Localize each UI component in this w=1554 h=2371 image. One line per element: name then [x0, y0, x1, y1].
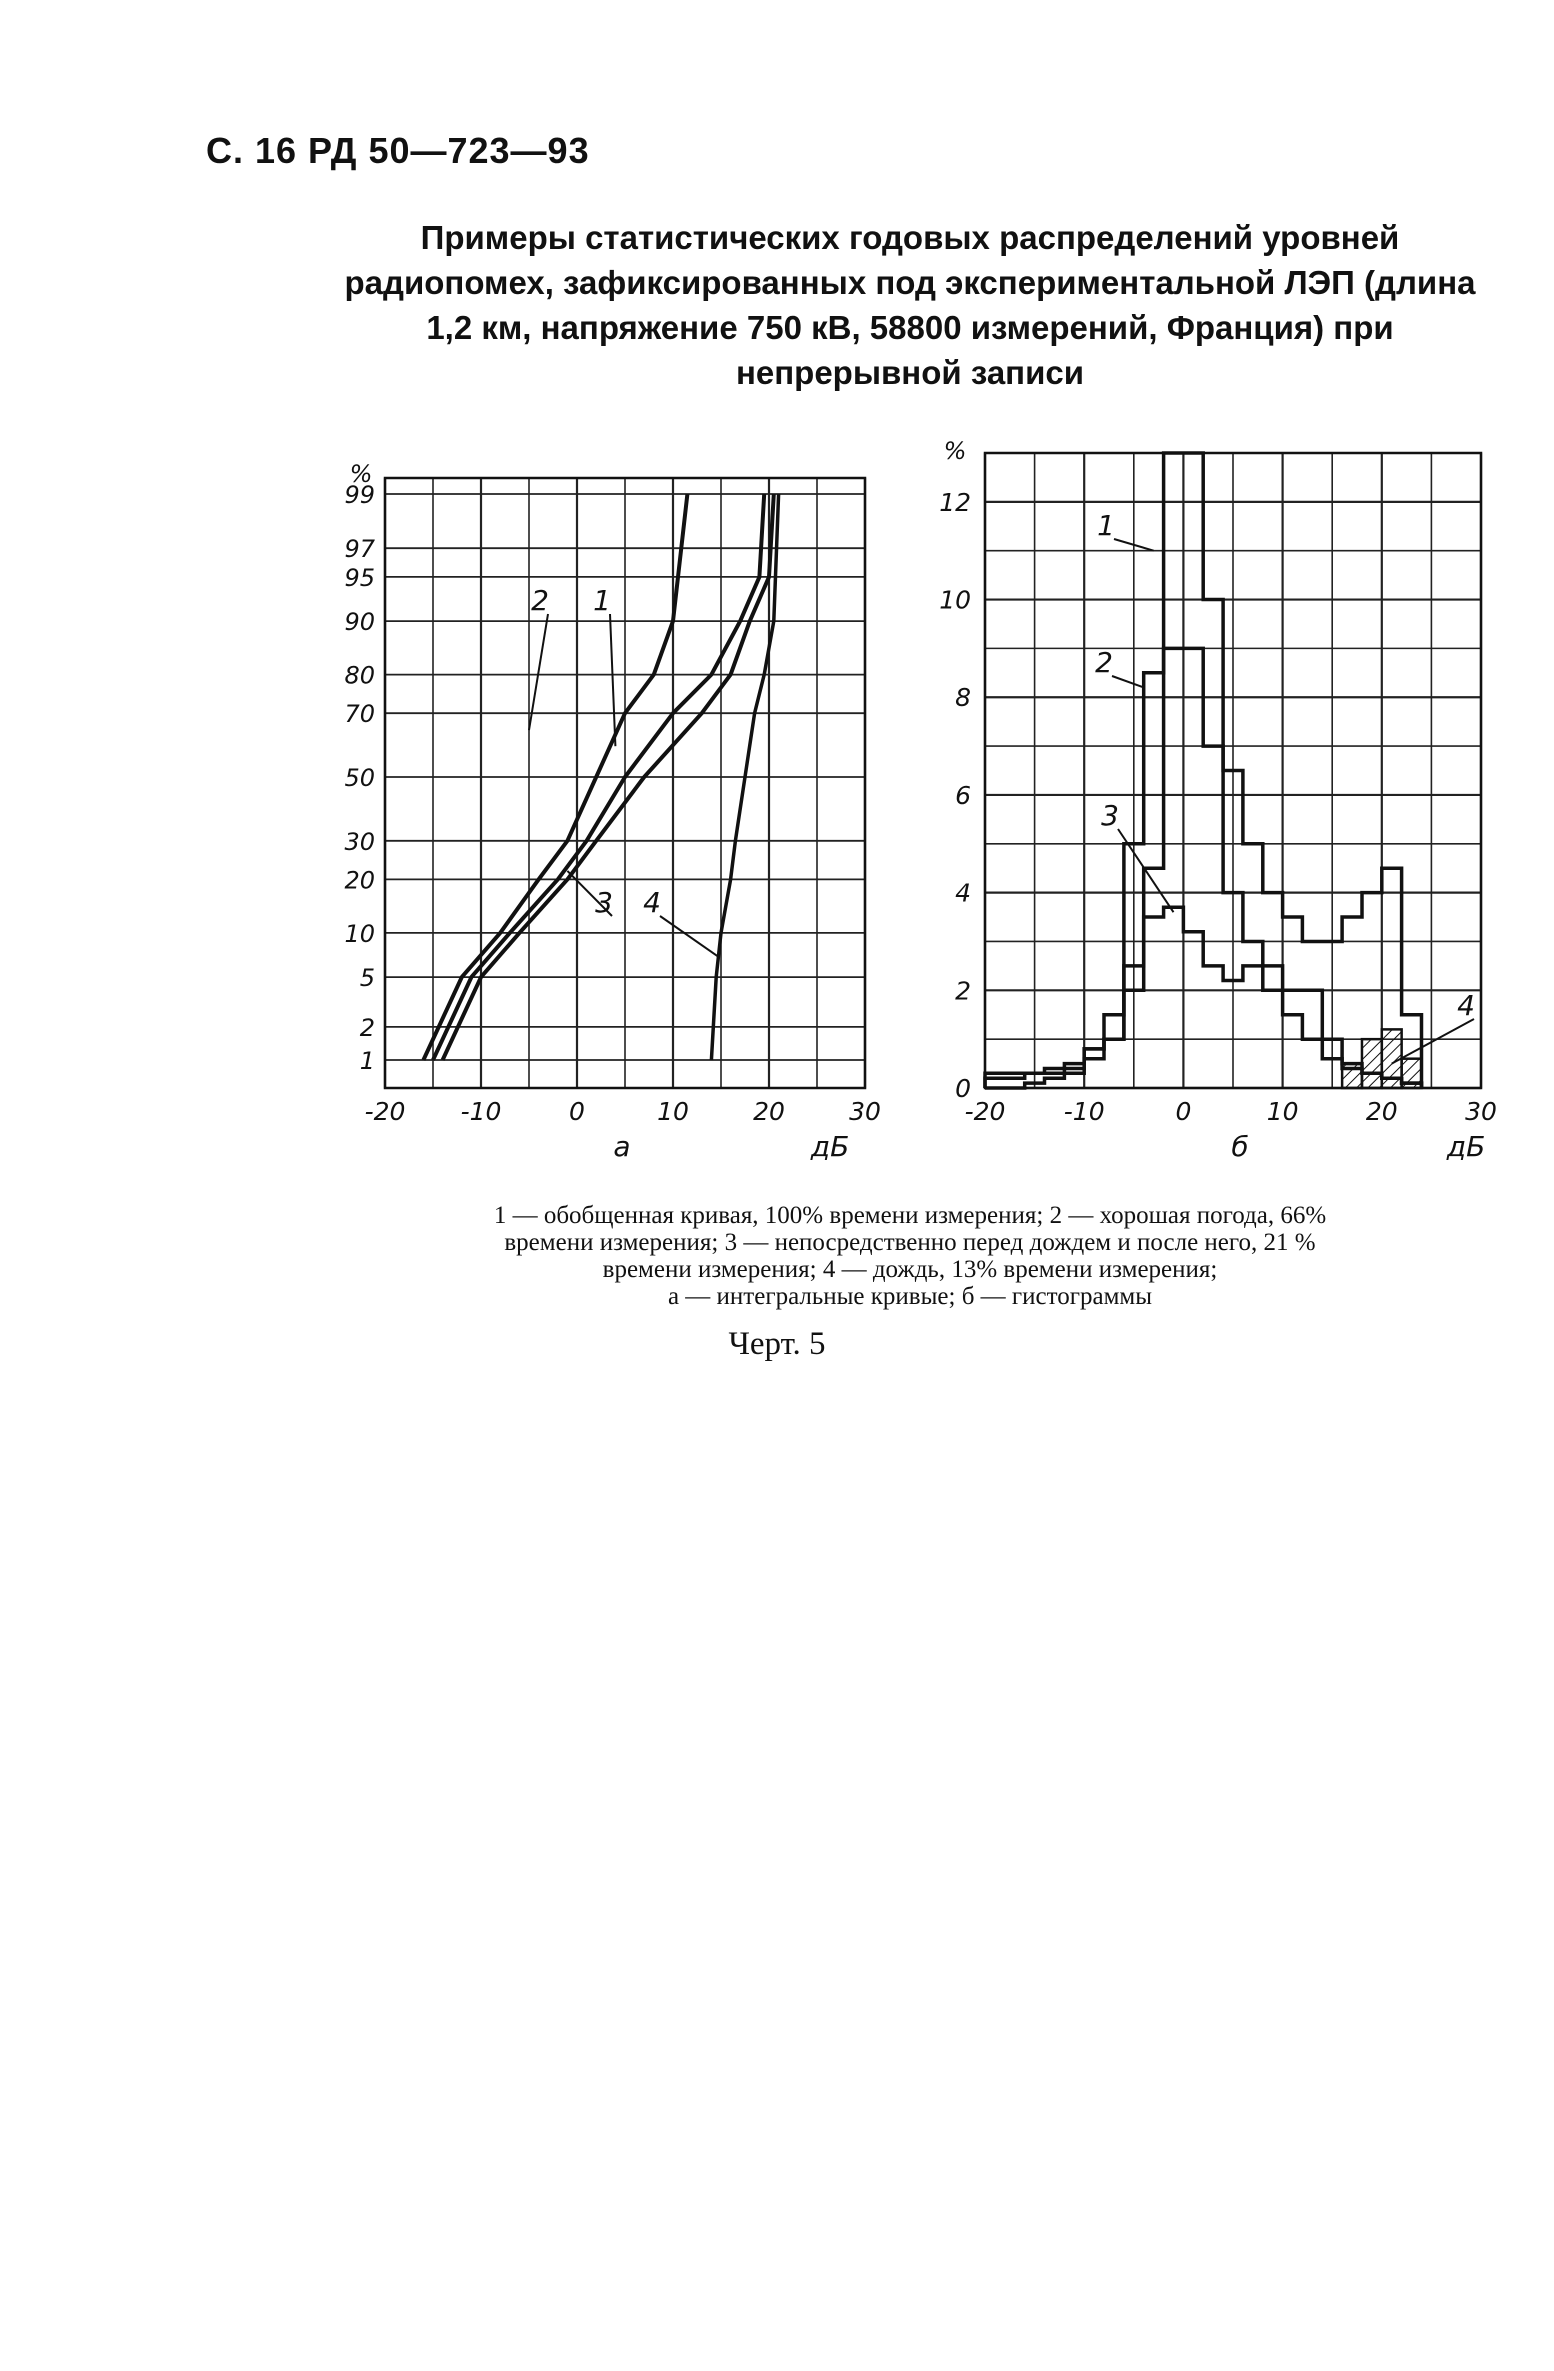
curve-label: 2: [531, 584, 549, 617]
figure-caption: 1 — обобщенная кривая, 100% времени изме…: [320, 1202, 1500, 1310]
plot-frame: [983, 451, 1483, 1090]
figure-title: Примеры статистических годовых распредел…: [344, 219, 1476, 391]
curve-label: 3: [595, 886, 613, 919]
x-tick-label: 30: [849, 1097, 881, 1126]
y-tick-label: 95: [344, 564, 375, 592]
y-tick-label: 30: [344, 828, 375, 856]
x-tick-label: 0: [569, 1097, 585, 1126]
y-tick-label: 5: [360, 964, 375, 992]
y-tick-label: 10: [344, 920, 375, 948]
histogram-label: 4: [1457, 989, 1475, 1022]
x-axis-unit: дБ: [810, 1130, 850, 1163]
y-tick-label: 70: [344, 700, 375, 728]
caption-line: а — интегральные кривые; б — гистограммы: [667, 1283, 1153, 1310]
curve-label: 4: [643, 886, 661, 919]
label-leader: [1117, 828, 1175, 913]
y-tick-label: 80: [344, 662, 375, 690]
histogram-bar-4: [1340, 1062, 1364, 1090]
x-tick-label: -20: [365, 1097, 406, 1126]
y-tick-label: 50: [344, 764, 375, 792]
caption-line: 1 — обобщенная кривая, 100% времени изме…: [493, 1202, 1327, 1229]
y-tick-label: 90: [344, 608, 375, 636]
label-leader: [1111, 675, 1145, 689]
curve-label: 1: [593, 584, 611, 617]
x-tick-label: -10: [1064, 1097, 1105, 1126]
y-tick-label: 97: [344, 535, 375, 563]
y-axis-unit: %: [944, 437, 967, 465]
x-tick-label: 30: [1465, 1097, 1497, 1126]
x-tick-label: 20: [1366, 1097, 1398, 1126]
histogram-1: [983, 451, 1424, 1088]
curve-3: [440, 493, 776, 1061]
label-leader: [1113, 538, 1154, 552]
plot-frame: [383, 476, 867, 1090]
curve-4: [709, 493, 781, 1061]
curve-2: [421, 493, 690, 1061]
x-tick-label: -10: [461, 1097, 502, 1126]
histogram-3: [985, 905, 1424, 1090]
subplot-label: а: [613, 1130, 630, 1163]
histogram-2: [983, 646, 1424, 1088]
y-tick-label: 6: [955, 781, 971, 810]
label-leader: [566, 870, 613, 917]
y-tick-label: 20: [344, 866, 375, 894]
label-leader: [659, 915, 719, 958]
y-tick-label: 2: [360, 1014, 375, 1042]
histogram-label: 2: [1095, 646, 1113, 679]
histogram-bar-4: [1400, 1057, 1423, 1090]
y-tick-label: 12: [939, 488, 971, 517]
y-tick-label: 8: [955, 683, 971, 712]
histogram-label: 3: [1101, 799, 1119, 832]
y-tick-label: 4: [955, 879, 971, 908]
figure-number: Черт. 5: [728, 1326, 826, 1362]
x-tick-label: -20: [965, 1097, 1006, 1126]
x-tick-label: 0: [1175, 1097, 1191, 1126]
y-axis-unit: %: [350, 460, 373, 488]
x-tick-label: 10: [1267, 1097, 1299, 1126]
caption-line: времени измерения; 4 — дождь, 13% времен…: [602, 1256, 1218, 1283]
page-header: С. 16 РД 50—723—93: [206, 130, 590, 171]
y-tick-label: 2: [955, 976, 971, 1005]
subplot-label: б: [1231, 1130, 1248, 1163]
y-tick-label: 0: [955, 1074, 971, 1103]
y-tick-label: 1: [360, 1047, 375, 1075]
y-tick-label: 10: [939, 586, 971, 615]
label-leader: [609, 613, 617, 747]
caption-line: времени измерения; 3 — непосредственно п…: [504, 1229, 1316, 1256]
label-leader: [528, 613, 549, 731]
histogram-bar-4: [1360, 1037, 1384, 1090]
curve-1: [431, 493, 767, 1061]
histogram-label: 1: [1097, 509, 1115, 542]
x-axis-unit: дБ: [1446, 1130, 1486, 1163]
x-tick-label: 10: [657, 1097, 689, 1126]
label-leader: [1391, 1018, 1475, 1065]
x-tick-label: 20: [753, 1097, 785, 1126]
y-tick-label: 99: [344, 481, 375, 509]
